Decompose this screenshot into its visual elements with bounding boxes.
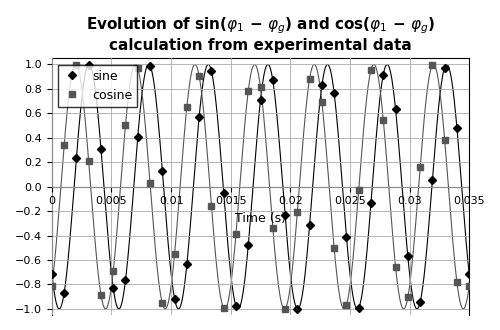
Title: Evolution of sin($\varphi_1$ − $\varphi_g$) and cos($\varphi_1$ − $\varphi_g$)
c: Evolution of sin($\varphi_1$ − $\varphi_…	[86, 15, 435, 53]
sine	[245, 244, 251, 248]
cosine	[392, 265, 398, 269]
cosine	[98, 293, 104, 297]
cosine	[405, 295, 411, 299]
sine	[344, 235, 349, 239]
cosine	[306, 77, 312, 81]
cosine	[245, 89, 251, 93]
sine	[74, 156, 80, 160]
sine	[208, 69, 214, 73]
cosine	[147, 182, 153, 185]
sine	[270, 78, 276, 82]
cosine	[331, 246, 337, 250]
sine	[122, 278, 128, 282]
cosine	[368, 68, 374, 72]
X-axis label: Time (s): Time (s)	[235, 212, 286, 225]
sine	[86, 63, 91, 67]
Line: cosine: cosine	[48, 62, 472, 312]
sine	[442, 66, 448, 70]
cosine	[466, 284, 472, 288]
sine	[147, 64, 153, 68]
cosine	[86, 159, 91, 163]
cosine	[74, 63, 80, 67]
cosine	[61, 144, 67, 148]
cosine	[380, 118, 386, 122]
cosine	[233, 232, 239, 236]
sine	[417, 300, 423, 304]
cosine	[172, 252, 177, 256]
Line: sine: sine	[49, 62, 472, 312]
sine	[160, 169, 166, 173]
sine	[49, 272, 55, 276]
cosine	[196, 74, 202, 78]
sine	[319, 83, 325, 87]
sine	[392, 107, 398, 111]
sine	[356, 306, 362, 310]
sine	[258, 98, 264, 102]
cosine	[258, 85, 264, 89]
cosine	[122, 123, 128, 127]
sine	[294, 307, 300, 311]
cosine	[454, 280, 460, 284]
sine	[172, 297, 177, 301]
sine	[61, 291, 67, 295]
sine	[110, 286, 116, 290]
cosine	[430, 63, 436, 67]
sine	[405, 254, 411, 258]
cosine	[442, 138, 448, 142]
sine	[306, 223, 312, 227]
sine	[98, 147, 104, 150]
sine	[184, 262, 190, 266]
sine	[220, 191, 226, 195]
cosine	[270, 226, 276, 230]
sine	[196, 115, 202, 119]
sine	[430, 178, 436, 182]
cosine	[282, 307, 288, 311]
sine	[454, 126, 460, 130]
Legend: sine, cosine: sine, cosine	[58, 65, 137, 107]
cosine	[208, 204, 214, 208]
cosine	[135, 66, 141, 70]
cosine	[356, 188, 362, 192]
cosine	[294, 210, 300, 214]
sine	[233, 304, 239, 308]
cosine	[344, 303, 349, 307]
sine	[466, 272, 472, 276]
cosine	[110, 269, 116, 273]
sine	[380, 73, 386, 77]
cosine	[417, 165, 423, 169]
sine	[368, 201, 374, 205]
sine	[331, 91, 337, 95]
cosine	[220, 306, 226, 310]
cosine	[319, 100, 325, 104]
cosine	[49, 284, 55, 288]
cosine	[184, 105, 190, 109]
sine	[282, 214, 288, 217]
sine	[135, 135, 141, 139]
cosine	[160, 301, 166, 305]
